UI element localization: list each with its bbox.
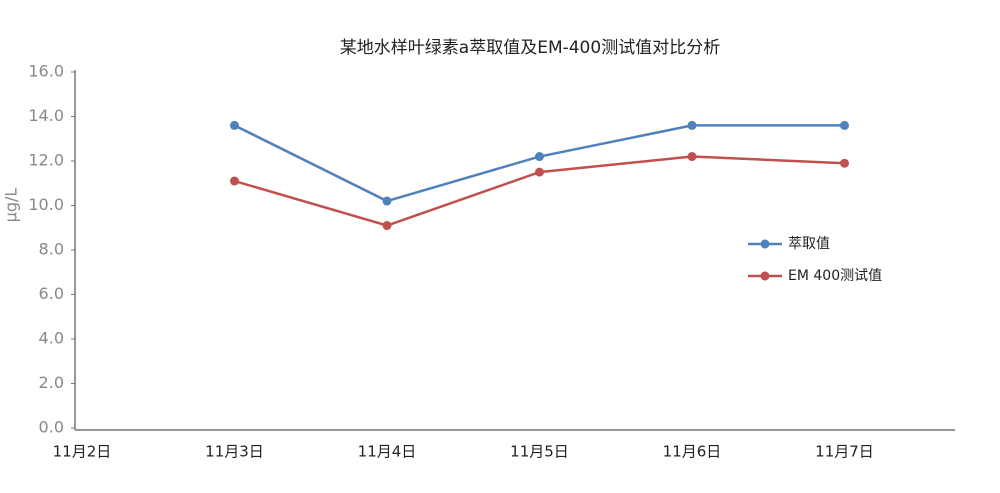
x-tick-label: 11月5日 [510,443,569,461]
y-tick-label: 6.0 [39,284,64,303]
x-tick-label: 11月7日 [815,443,874,461]
y-tick-label: 10.0 [28,195,64,214]
x-tick-label: 11月2日 [53,443,112,461]
data-point [687,120,697,130]
y-tick-label: 12.0 [28,151,64,170]
data-point [382,221,392,231]
series-line [233,124,845,203]
data-point [230,120,239,130]
legend-marker [760,239,770,249]
data-point [687,152,697,162]
y-tick-label: 0.0 [39,418,64,437]
data-point [230,176,239,186]
y-tick-label: 14.0 [28,106,64,125]
y-tick-label: 8.0 [39,240,64,259]
data-point [840,158,849,168]
x-tick-label: 11月4日 [358,443,417,461]
y-tick-label: 16.0 [28,62,64,81]
data-point [535,167,544,177]
chart-title: 某地水样叶绿素a萃取值及EM-400测试值对比分析 [340,38,720,58]
data-point [840,120,849,130]
y-axis-label: μg/L [2,188,21,223]
y-tick-label: 2.0 [39,373,64,392]
x-tick-label: 11月6日 [663,443,722,461]
legend-label: EM 400测试值 [788,268,882,284]
data-point [535,152,544,162]
legend-label: 萃取值 [788,236,830,252]
data-point [382,196,392,206]
x-tick-label: 11月3日 [205,443,264,461]
legend-marker [760,271,770,281]
series-line [234,155,845,227]
y-tick-label: 4.0 [39,329,64,348]
